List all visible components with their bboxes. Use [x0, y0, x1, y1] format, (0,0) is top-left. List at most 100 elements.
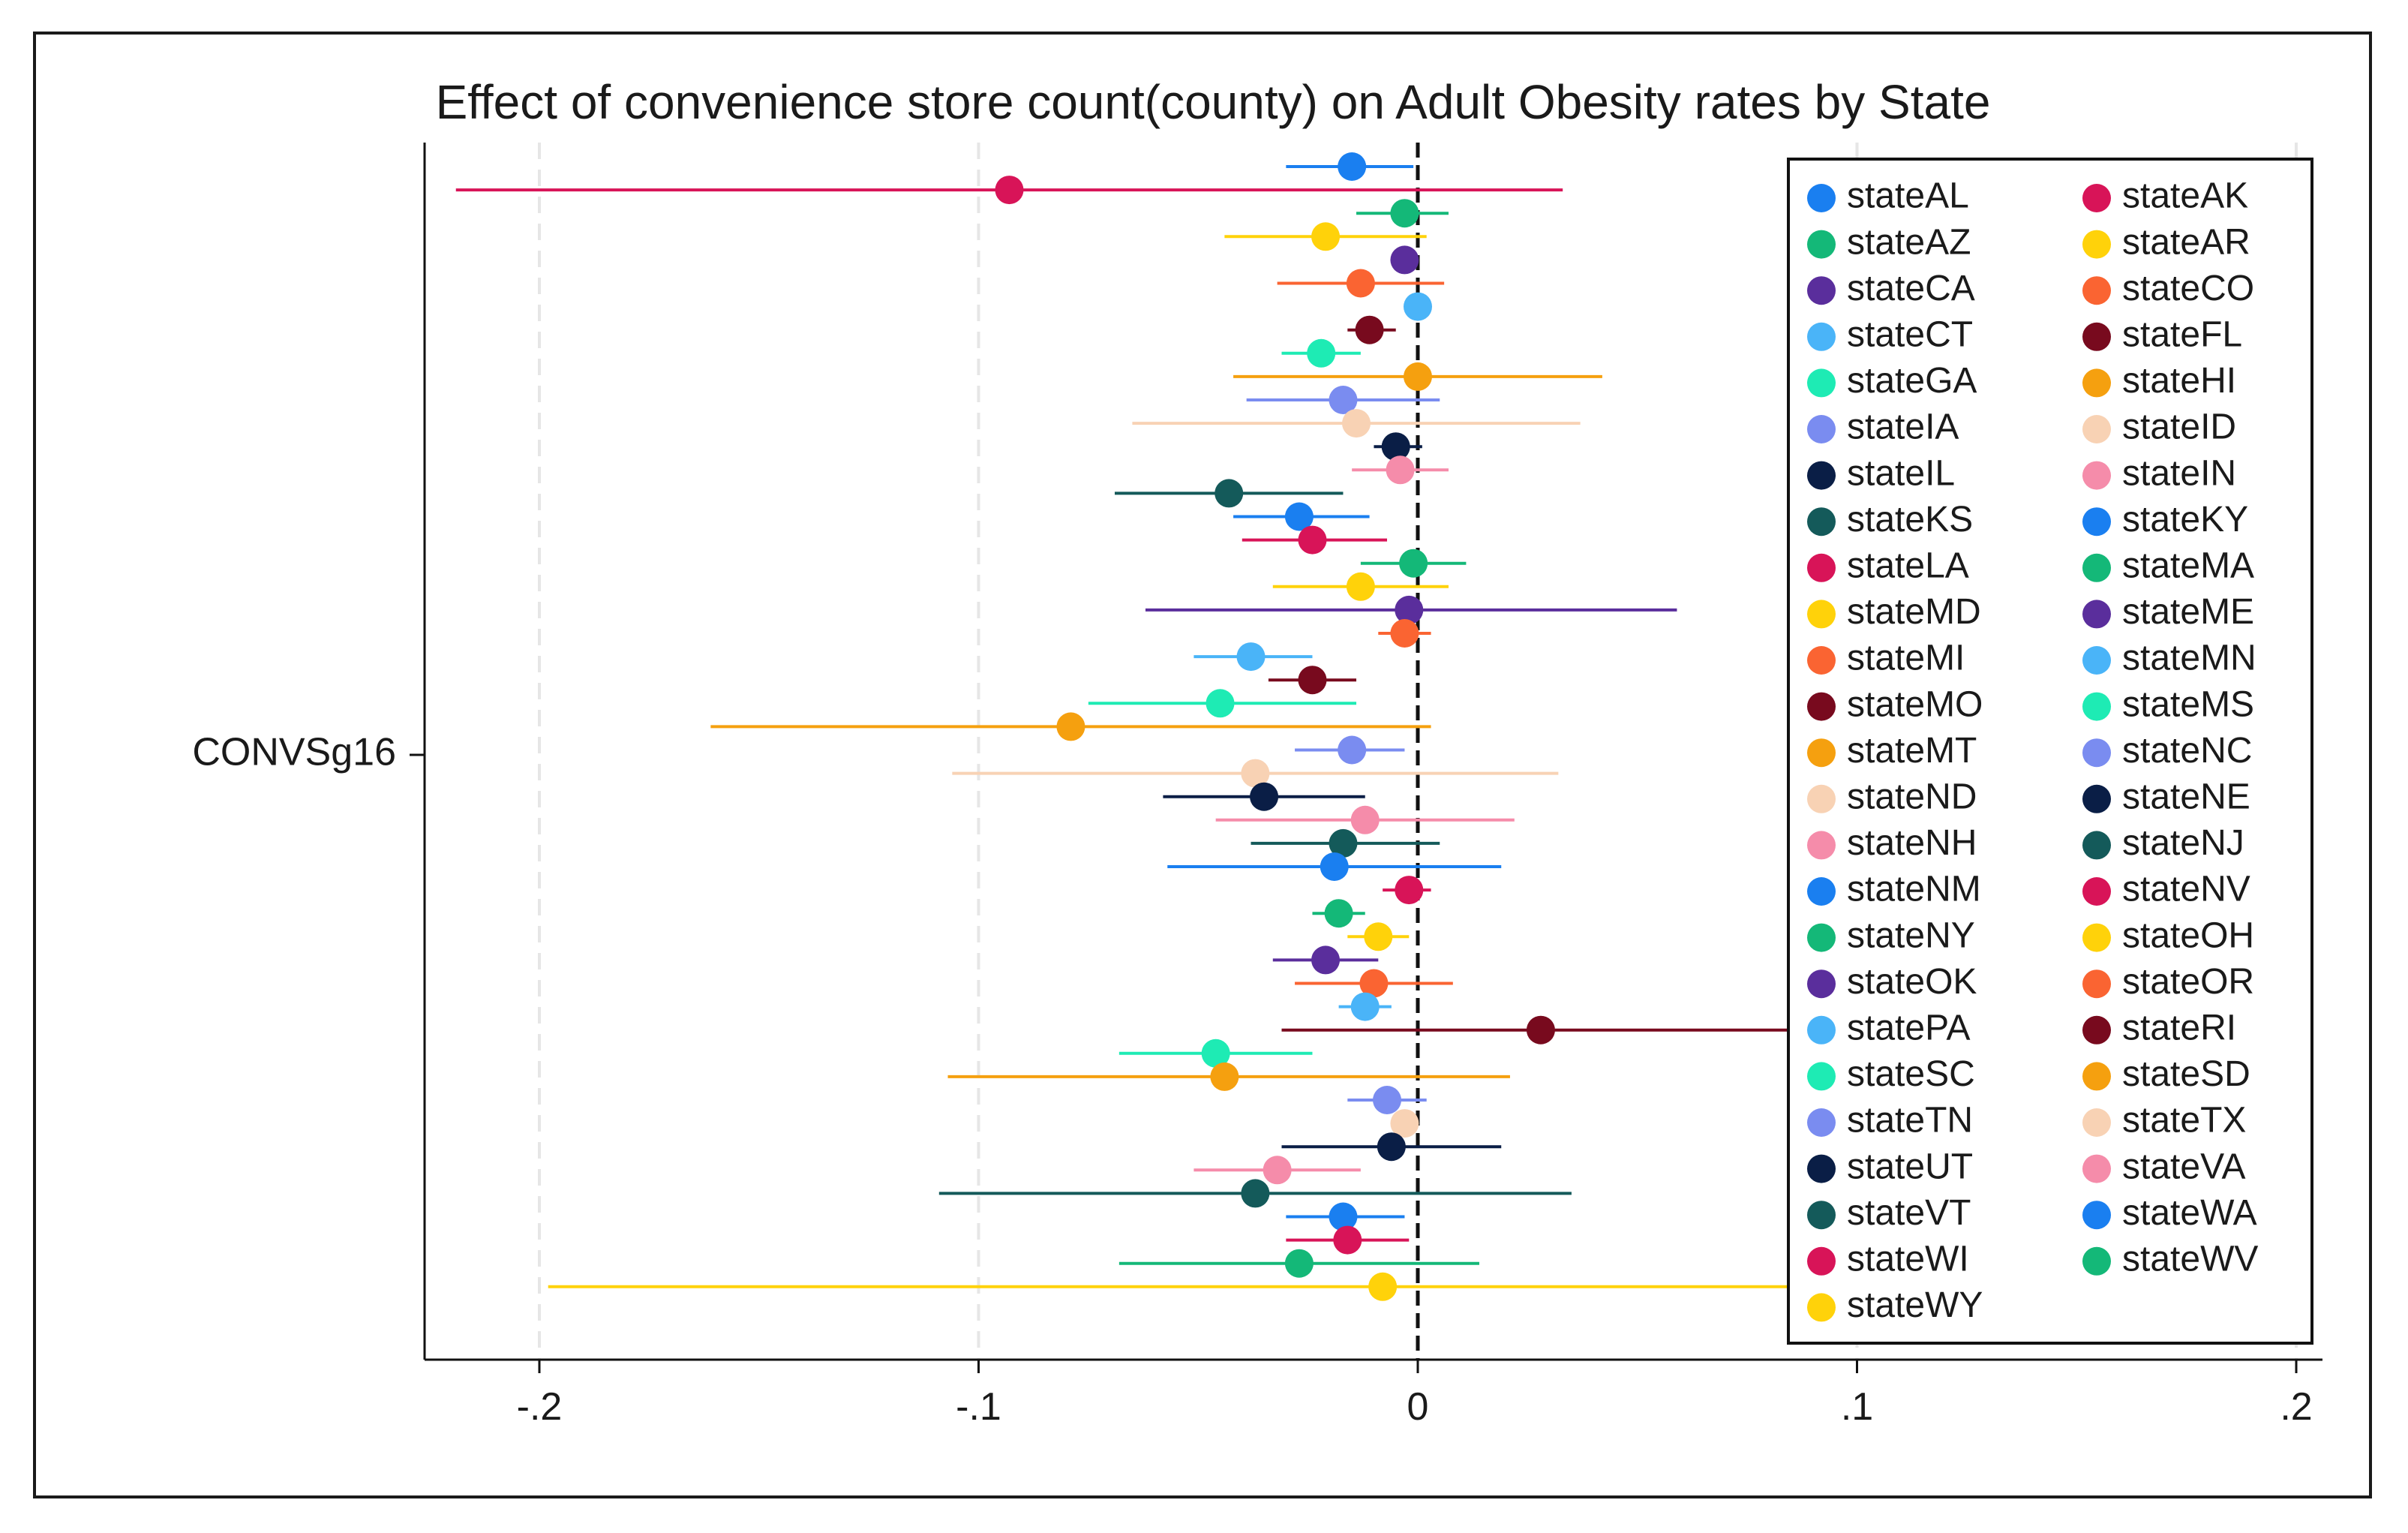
legend-marker	[1807, 461, 1836, 490]
legend-item-stateNH: stateNH	[1807, 823, 1977, 863]
legend-marker	[1807, 1015, 1836, 1045]
legend: stateAL stateAK stateAZ stateAR stateCA state…	[1787, 158, 2313, 1345]
legend-item-stateIN: stateIN	[2082, 453, 2236, 493]
legend-marker	[2082, 692, 2111, 721]
point-statePA	[1350, 992, 1380, 1021]
legend-label: stateAR	[2122, 222, 2250, 262]
series-stateOH	[1347, 922, 1410, 951]
legend-label: stateND	[1847, 777, 1977, 816]
series-stateRI	[1281, 1015, 1800, 1045]
legend-item-stateMI: stateMI	[1807, 639, 1965, 678]
legend-label: stateCT	[1847, 314, 1973, 354]
legend-item-stateGA: stateGA	[1807, 361, 1977, 401]
legend-marker	[1807, 1062, 1836, 1091]
legend-item-stateTX: stateTX	[2082, 1101, 2246, 1141]
x-tick-label: .2	[2280, 1385, 2312, 1429]
legend-marker	[1807, 553, 1836, 582]
legend-label: stateTX	[2122, 1101, 2246, 1141]
point-stateID	[1342, 409, 1371, 438]
point-stateWI	[1333, 1225, 1362, 1255]
point-stateNC	[1338, 735, 1367, 765]
legend-label: stateWA	[2122, 1193, 2257, 1233]
legend-marker	[2082, 784, 2111, 813]
point-stateVA	[1263, 1156, 1292, 1185]
legend-label: stateIN	[2122, 453, 2236, 493]
legend-label: stateKS	[1847, 500, 1973, 540]
series-stateWV	[1118, 1249, 1479, 1278]
point-stateOR	[1359, 969, 1389, 998]
series-statePA	[1338, 992, 1392, 1021]
series-stateNH	[1215, 805, 1515, 834]
series-stateIL	[1374, 432, 1422, 461]
legend-item-stateWV: stateWV	[2082, 1239, 2258, 1279]
legend-item-stateNE: stateNE	[2082, 777, 2250, 816]
legend-label: stateNJ	[2122, 823, 2244, 863]
legend-label: stateSC	[1847, 1054, 1975, 1094]
series-stateUT	[1281, 1132, 1502, 1162]
series-stateMA	[1360, 549, 1467, 578]
legend-marker	[1807, 184, 1836, 212]
legend-item-stateAZ: stateAZ	[1807, 222, 1971, 262]
point-stateWY	[1368, 1272, 1398, 1301]
legend-item-stateMS: stateMS	[2082, 684, 2254, 724]
legend-label: stateMT	[1847, 731, 1977, 771]
series-stateTN	[1347, 1086, 1427, 1114]
legend-label: stateVA	[2122, 1147, 2246, 1186]
point-stateMS	[1206, 689, 1235, 718]
series-stateFL	[1347, 315, 1396, 344]
series-stateMO	[1268, 666, 1357, 695]
series-stateNE	[1163, 782, 1365, 811]
legend-marker	[2082, 1154, 2111, 1183]
legend-item-stateFL: stateFL	[2082, 314, 2242, 354]
legend-label: stateOK	[1847, 962, 1977, 1002]
legend-marker	[2082, 1015, 2111, 1045]
point-stateUT	[1377, 1132, 1406, 1162]
legend-marker	[2082, 646, 2111, 675]
legend-label: stateCO	[2122, 269, 2254, 308]
point-stateNH	[1350, 805, 1380, 834]
legend-item-stateNY: stateNY	[1807, 915, 1975, 955]
legend-label: stateAZ	[1847, 222, 1971, 262]
legend-item-stateOH: stateOH	[2082, 915, 2254, 955]
legend-marker	[1807, 969, 1836, 999]
series-stateNM	[1167, 852, 1502, 881]
legend-items: stateAL stateAK stateAZ stateAR stateCA state…	[1807, 176, 2258, 1325]
legend-item-stateMD: stateMD	[1807, 592, 1981, 632]
legend-marker	[2082, 461, 2111, 490]
legend-label: stateFL	[2122, 314, 2242, 354]
legend-item-stateVA: stateVA	[2082, 1147, 2246, 1186]
series-stateMI	[1378, 619, 1431, 648]
point-stateOK	[1311, 945, 1341, 975]
legend-label: stateMD	[1847, 592, 1981, 632]
point-stateNJ	[1329, 828, 1358, 858]
legend-marker	[2082, 322, 2111, 351]
legend-item-stateOR: stateOR	[2082, 962, 2254, 1002]
legend-label: stateMI	[1847, 639, 1965, 678]
point-stateGA	[1307, 338, 1336, 368]
legend-item-stateIA: stateIA	[1807, 407, 1959, 447]
point-stateWA	[1329, 1202, 1358, 1231]
series-stateCO	[1277, 269, 1445, 298]
point-stateMO	[1298, 666, 1327, 695]
legend-label: stateHI	[2122, 361, 2236, 401]
legend-label: stateNH	[1847, 823, 1977, 863]
point-stateAZ	[1390, 199, 1419, 228]
legend-label: stateUT	[1847, 1147, 1973, 1186]
series-stateKS	[1115, 479, 1344, 508]
series-stateCA	[1390, 245, 1419, 275]
legend-marker	[2082, 230, 2111, 259]
series-stateOK	[1272, 945, 1379, 975]
legend-item-stateKY: stateKY	[2082, 500, 2248, 540]
legend-label: stateWV	[2122, 1239, 2258, 1279]
legend-label: statePA	[1847, 1008, 1971, 1048]
legend-item-stateID: stateID	[2082, 407, 2236, 447]
legend-item-stateAL: stateAL	[1807, 176, 1969, 216]
legend-item-stateMA: stateMA	[2082, 546, 2254, 585]
point-stateHI	[1404, 362, 1432, 391]
legend-item-stateMO: stateMO	[1807, 684, 1983, 724]
point-stateOH	[1364, 922, 1393, 951]
x-tick-label: -.1	[956, 1385, 1001, 1429]
series-stateWI	[1286, 1225, 1410, 1255]
series-stateVA	[1193, 1156, 1361, 1185]
